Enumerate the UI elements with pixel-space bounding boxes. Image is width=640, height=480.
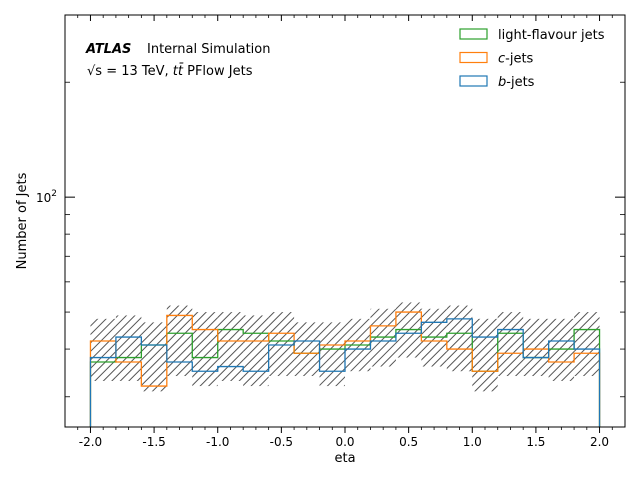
legend-label-rest: -jets xyxy=(505,52,533,67)
legend-swatch xyxy=(459,51,488,64)
x-tick-label: 2.0 xyxy=(590,435,609,449)
legend-swatch xyxy=(459,75,488,87)
uncertainty-bin xyxy=(497,312,524,377)
legend-label-flavour: c xyxy=(498,52,505,67)
legend-label: light-flavour jets xyxy=(498,28,605,43)
uncertainty-bin xyxy=(523,318,549,377)
y-tick-exponent: 2 xyxy=(51,189,57,199)
y-tick-label: 102 xyxy=(36,189,57,205)
uncertainty-bin xyxy=(319,322,345,387)
series-step-2 xyxy=(89,318,601,427)
uncertainty-bin xyxy=(90,318,116,381)
x-tick-label: 1.5 xyxy=(526,435,545,449)
y-axis-label: Number of Jets xyxy=(15,172,30,269)
legend-label: c-jets xyxy=(498,52,534,67)
uncertainty-bin xyxy=(548,318,575,381)
legend-label-rest: -jets xyxy=(506,75,534,90)
series-group xyxy=(89,311,601,427)
x-tick-label: -0.5 xyxy=(270,435,293,449)
energy-label: √s = 13 TeV, tt̄ PFlow Jets xyxy=(87,64,253,79)
uncertainty-bin xyxy=(217,312,244,381)
energy-prefix: √s = 13 TeV, xyxy=(87,64,173,79)
uncertainty-bin xyxy=(166,305,193,377)
energy-ttbar: tt̄ xyxy=(173,64,184,79)
y-tick-base: 10 xyxy=(36,191,51,205)
x-tick-label: 1.0 xyxy=(463,435,482,449)
x-tick-label: 0.5 xyxy=(399,435,418,449)
x-tick-label: -2.0 xyxy=(79,435,102,449)
uncertainty-bin xyxy=(268,312,295,377)
x-axis-label: eta xyxy=(334,451,355,466)
uncertainty-bin xyxy=(574,312,600,377)
x-tick-label: 0.0 xyxy=(335,435,354,449)
legend-label-flavour: b xyxy=(498,75,506,90)
x-tick-label: -1.5 xyxy=(142,435,165,449)
x-axis: -2.0 -1.5 -1.0 -0.5 0.0 0.5 1.0 1.5 2.0 xyxy=(77,15,613,449)
energy-suffix: PFlow Jets xyxy=(183,64,253,79)
atlas-label-block: ATLAS Internal Simulation √s = 13 TeV, t… xyxy=(85,42,270,79)
uncertainty-band xyxy=(90,302,600,392)
uncertainty-bin xyxy=(192,312,218,387)
legend-swatch xyxy=(459,28,488,40)
atlas-label: ATLAS xyxy=(85,42,131,57)
uncertainty-bin xyxy=(472,318,498,392)
uncertainty-bin xyxy=(115,315,142,381)
uncertainty-bin xyxy=(446,305,473,372)
atlas-suffix: Internal Simulation xyxy=(147,42,270,57)
uncertainty-bin xyxy=(243,315,269,387)
uncertainty-bin xyxy=(294,322,320,377)
y-axis: 102 xyxy=(36,14,625,398)
legend-label: b-jets xyxy=(498,75,535,90)
uncertainty-bin xyxy=(141,322,167,392)
x-tick-label: -1.0 xyxy=(206,435,229,449)
